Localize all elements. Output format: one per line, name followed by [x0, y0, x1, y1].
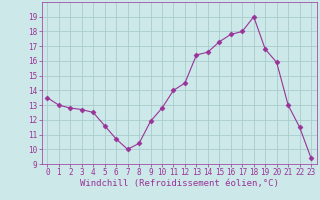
- X-axis label: Windchill (Refroidissement éolien,°C): Windchill (Refroidissement éolien,°C): [80, 179, 279, 188]
